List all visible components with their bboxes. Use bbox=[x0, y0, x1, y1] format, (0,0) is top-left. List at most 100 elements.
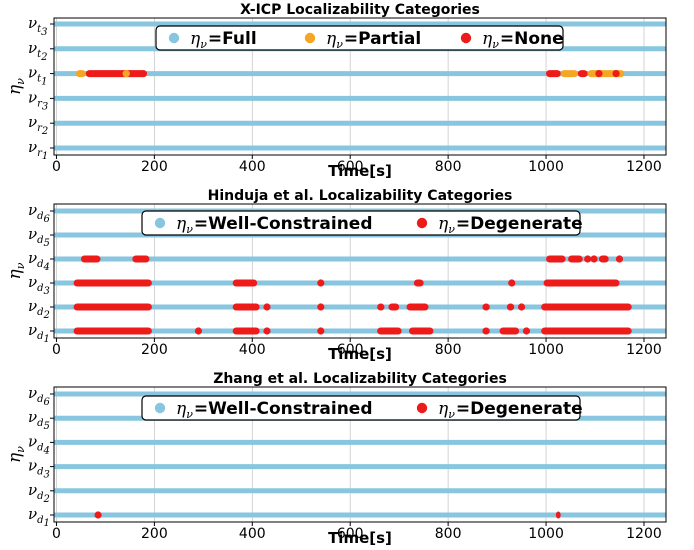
degenerate-segment bbox=[122, 70, 130, 78]
legend: ην=Well-Constrained ην=Degenerate bbox=[141, 210, 583, 236]
degenerate-segment bbox=[482, 303, 490, 311]
degenerate-segment bbox=[377, 303, 385, 311]
legend-marker bbox=[154, 402, 166, 414]
x-tick-label: 400 bbox=[239, 342, 266, 358]
degenerate-segment bbox=[555, 511, 561, 519]
degenerate-segment bbox=[506, 303, 515, 311]
x-tick-label: 1000 bbox=[528, 342, 564, 358]
x-tick-label: 1200 bbox=[626, 159, 662, 175]
legend-box bbox=[141, 395, 581, 421]
degenerate-segment bbox=[73, 303, 152, 311]
data-point bbox=[517, 303, 526, 311]
y-tick-label: νd2 bbox=[28, 481, 50, 505]
data-point bbox=[590, 255, 598, 263]
x-tick-label: 1000 bbox=[528, 526, 564, 542]
legend-marker bbox=[460, 32, 472, 44]
x-tick-label: 1000 bbox=[528, 159, 564, 175]
degenerate-segment bbox=[406, 303, 429, 311]
degenerate-segment bbox=[73, 279, 152, 287]
degenerate-segment bbox=[541, 303, 632, 311]
y-tick-label: νd6 bbox=[28, 384, 51, 408]
x-tick-label: 800 bbox=[435, 526, 462, 542]
x-tick-label: 0 bbox=[52, 342, 61, 358]
degenerate-segment bbox=[232, 279, 258, 287]
degenerate-segment bbox=[541, 327, 632, 335]
data-point bbox=[194, 327, 203, 335]
y-tick-label: νd3 bbox=[28, 273, 50, 297]
plot-frame bbox=[53, 203, 667, 339]
subplot-2: Hinduja et al. Localizability Categories… bbox=[5, 188, 667, 363]
data-point bbox=[584, 255, 592, 263]
subplot-3: Zhang et al. Localizability Categories 0 2… bbox=[5, 371, 667, 547]
degenerate-segment bbox=[546, 255, 566, 263]
y-tick-label: νt2 bbox=[28, 39, 48, 63]
legend-entry: ην=None bbox=[482, 29, 564, 51]
chart-title: Zhang et al. Localizability Categories bbox=[213, 371, 507, 387]
x-tick-label: 800 bbox=[435, 342, 462, 358]
y-tick-label: νd4 bbox=[28, 432, 50, 456]
x-tick-label: 200 bbox=[141, 159, 168, 175]
x-tick-label: 1200 bbox=[626, 526, 662, 542]
data-point bbox=[317, 327, 325, 335]
legend-marker bbox=[416, 402, 428, 414]
x-tick-label: 0 bbox=[52, 159, 61, 175]
y-axis-label: ην bbox=[5, 78, 27, 95]
degenerate-segment bbox=[232, 327, 260, 335]
y-tick-label: νd5 bbox=[28, 225, 50, 249]
degenerate-segment bbox=[598, 255, 609, 263]
legend-marker bbox=[168, 32, 180, 44]
degenerate-segment bbox=[543, 279, 620, 287]
x-axis-label: Time[s] bbox=[328, 162, 392, 180]
y-tick-label: νr3 bbox=[28, 88, 48, 112]
degenerate-segment bbox=[577, 70, 588, 78]
legend-entry: ην=Degenerate bbox=[438, 214, 583, 236]
data-point bbox=[508, 279, 516, 287]
legend: ην=Full ην=Partial ην=None bbox=[155, 25, 564, 51]
degenerate-segment bbox=[546, 70, 561, 78]
legend-entry: ην=Well-Constrained bbox=[176, 399, 373, 421]
x-axis-label: Time[s] bbox=[328, 345, 392, 363]
degenerate-segment bbox=[85, 70, 148, 78]
subplot-1: X-ICP Localizability Categories 0 200 400 60… bbox=[5, 2, 667, 180]
legend-marker bbox=[416, 217, 428, 229]
legend-entry: ην=Well-Constrained bbox=[176, 214, 373, 236]
y-tick-label: νt1 bbox=[28, 64, 48, 88]
degenerate-segment bbox=[482, 327, 490, 335]
data-point bbox=[612, 70, 620, 78]
y-tick-label: νd3 bbox=[28, 457, 50, 481]
x-tick-label: 600 bbox=[337, 526, 364, 542]
x-tick-label: 1200 bbox=[626, 342, 662, 358]
y-tick-label: νd1 bbox=[28, 321, 50, 345]
chart-title: X-ICP Localizability Categories bbox=[240, 2, 480, 18]
degenerate-segment bbox=[232, 303, 260, 311]
degenerate-segment bbox=[132, 255, 150, 263]
x-tick-label: 600 bbox=[337, 342, 364, 358]
chart-title: Hinduja et al. Localizability Categories bbox=[208, 188, 513, 204]
data-point bbox=[263, 327, 271, 335]
y-tick-label: νd2 bbox=[28, 297, 50, 321]
data-point bbox=[317, 303, 325, 311]
data-point bbox=[317, 279, 325, 287]
legend-marker bbox=[304, 32, 316, 44]
y-tick-label: νd1 bbox=[28, 505, 50, 529]
x-tick-label: 400 bbox=[239, 159, 266, 175]
data-point bbox=[263, 303, 271, 311]
x-tick-label: 400 bbox=[239, 526, 266, 542]
data-point bbox=[94, 511, 102, 519]
plot-frame bbox=[53, 386, 667, 523]
x-tick-label: 200 bbox=[141, 526, 168, 542]
y-tick-label: νd5 bbox=[28, 408, 50, 432]
legend-box bbox=[141, 210, 581, 236]
legend-marker bbox=[154, 217, 166, 229]
y-axis-label: ην bbox=[5, 262, 27, 279]
data-point bbox=[595, 70, 603, 78]
x-tick-label: 0 bbox=[52, 526, 61, 542]
y-tick-label: νt3 bbox=[28, 14, 48, 38]
y-axis-label: ην bbox=[5, 446, 27, 463]
y-tick-label: νr1 bbox=[28, 138, 48, 162]
degenerate-segment bbox=[76, 70, 86, 78]
plot-frame bbox=[53, 17, 667, 156]
legend-box bbox=[155, 25, 564, 51]
x-tick-label: 800 bbox=[435, 159, 462, 175]
